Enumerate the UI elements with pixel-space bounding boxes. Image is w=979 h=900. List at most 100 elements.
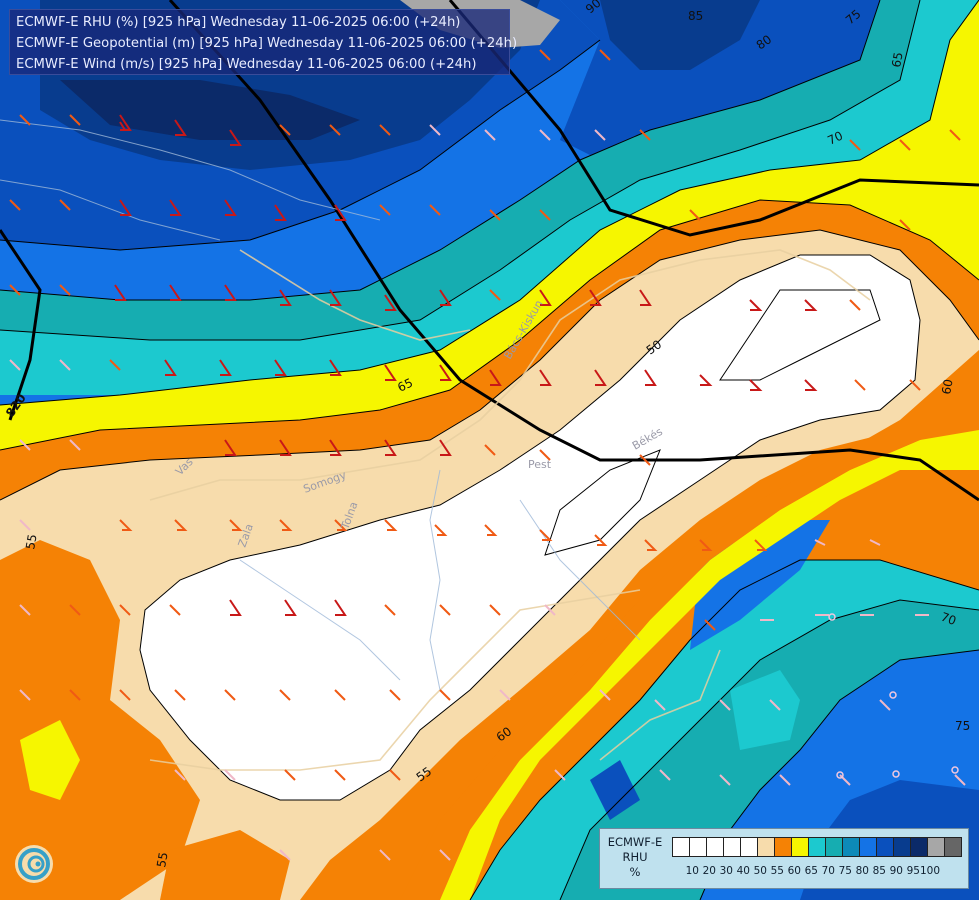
wind-barb <box>719 774 731 786</box>
wind-barb <box>224 439 237 456</box>
wind-barb <box>219 359 232 376</box>
legend-title-unit: % <box>629 865 641 879</box>
rhu-band-60-bottom <box>160 830 290 900</box>
wind-barb <box>484 524 498 536</box>
wind-barb <box>699 539 713 551</box>
wind-barb <box>539 529 553 541</box>
wind-barb <box>9 284 21 296</box>
legend-title: ECMWF-E RHU % <box>602 835 668 880</box>
legend-swatches <box>672 837 962 857</box>
contour-line <box>0 199 979 451</box>
wind-barb <box>429 204 441 216</box>
wind-barb <box>594 129 606 141</box>
contour-line <box>0 0 921 341</box>
wind-barb <box>279 124 291 136</box>
wind-barb <box>639 289 652 306</box>
wind-barb <box>814 539 826 546</box>
wind-barb <box>434 524 448 536</box>
wind-barb <box>229 519 243 531</box>
wind-barb <box>279 689 291 701</box>
wind-calm-circles <box>828 613 959 779</box>
wind-barb <box>949 129 961 141</box>
wind-barb <box>854 379 866 391</box>
wind-barb <box>389 689 401 701</box>
wind-barb <box>539 449 551 461</box>
title-geopotential: ECMWF-E Geopotential (m) [925 hPa] Wedne… <box>16 36 518 51</box>
legend-tick-label: 55 <box>770 865 784 877</box>
legend-swatch <box>944 837 962 857</box>
wind-barb <box>19 114 31 126</box>
rhu-band-white <box>140 255 920 800</box>
contour-label: 85 <box>688 9 703 23</box>
wind-barb <box>384 364 397 381</box>
wind-barb <box>329 289 342 306</box>
wind-barb <box>174 119 187 136</box>
wind-barb <box>384 604 396 616</box>
wind-barb <box>594 369 607 386</box>
legend-tick-label: 60 <box>787 865 801 877</box>
wind-barb <box>169 284 182 301</box>
wind-barb <box>169 604 181 616</box>
border-line <box>239 249 471 341</box>
wind-barb <box>334 204 347 221</box>
wind-barb <box>589 289 602 306</box>
wind-barb <box>119 604 131 616</box>
wind-barb <box>439 289 452 306</box>
legend-swatch <box>689 837 707 857</box>
wind-barb <box>284 599 297 616</box>
legend-tick-label: 70 <box>821 865 835 877</box>
wind-barb <box>544 604 556 616</box>
wind-barb <box>594 534 608 546</box>
wind-barb <box>69 689 81 701</box>
wind-barb <box>489 289 501 301</box>
wind-barb <box>329 439 342 456</box>
wind-barb <box>174 519 188 531</box>
wind-barb <box>9 359 21 371</box>
legend-swatch <box>893 837 911 857</box>
wind-barb <box>164 359 177 376</box>
wind-barb <box>704 619 716 631</box>
wind-barb <box>639 454 651 466</box>
wind-barb <box>224 199 237 216</box>
contour-line <box>139 254 921 801</box>
wind-barb <box>429 124 441 136</box>
contour-label: 55 <box>23 533 39 550</box>
wind-barb <box>659 769 671 781</box>
legend-swatch <box>910 837 928 857</box>
wind-barb <box>779 774 791 786</box>
contour-label: 65 <box>889 51 905 68</box>
wind-barb <box>439 689 451 701</box>
calm-circle <box>951 766 959 774</box>
wind-barb <box>119 689 131 701</box>
legend-ticks: 10 20 30 40 50 55 60 65 70 75 80 85 90 95 100 <box>672 865 940 877</box>
wind-barb <box>839 774 851 786</box>
wind-barb <box>699 374 713 386</box>
wind-barb <box>59 199 71 211</box>
legend-tick-label: 95 <box>906 865 920 877</box>
contour-line <box>0 229 979 501</box>
legend-swatch <box>808 837 826 857</box>
calm-circle <box>828 613 836 621</box>
rhu-band-65-left <box>20 720 80 800</box>
contour-label: 70 <box>939 610 958 628</box>
wind-barb <box>9 199 21 211</box>
wind-barb <box>174 689 186 701</box>
wind-barb <box>719 699 731 711</box>
calm-circle <box>836 771 844 779</box>
wind-barb <box>804 379 818 391</box>
river-line <box>429 469 441 691</box>
wind-barb <box>599 689 611 701</box>
legend-swatch <box>774 837 792 857</box>
calm-circle <box>892 770 900 778</box>
legend-tick-label: 20 <box>702 865 716 877</box>
wind-barb <box>69 439 81 451</box>
wind-barb <box>379 124 391 136</box>
river-line <box>0 119 381 221</box>
wind-barb <box>229 599 242 616</box>
wind-barb <box>539 289 552 306</box>
contour-label: 75 <box>955 719 970 733</box>
wind-barb <box>119 199 132 216</box>
wind-barb <box>849 139 861 151</box>
legend-swatch <box>859 837 877 857</box>
